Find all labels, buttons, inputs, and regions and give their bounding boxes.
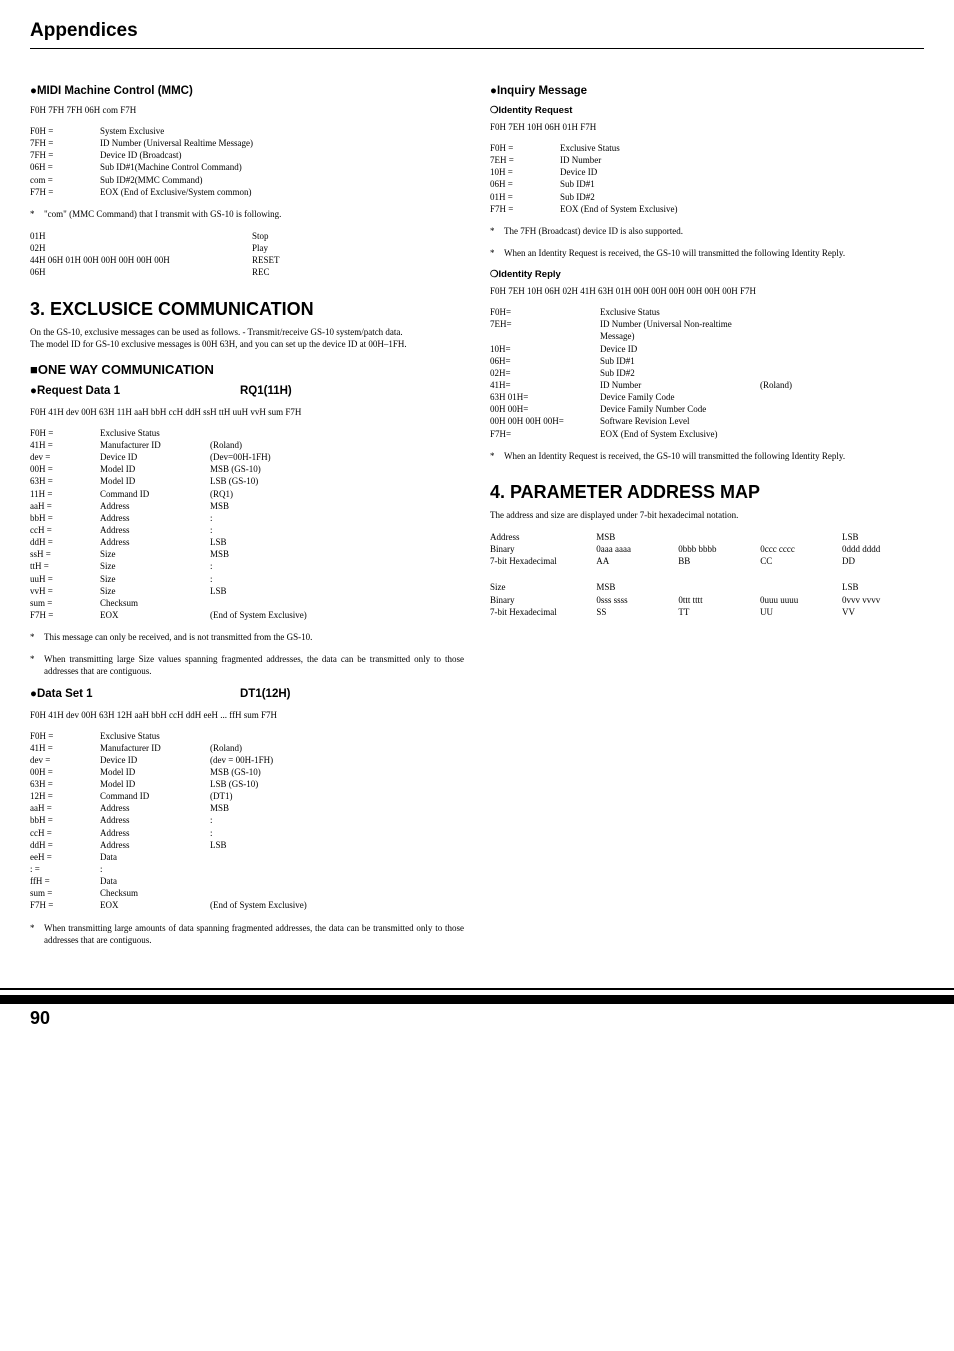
left-column: ●MIDI Machine Control (MMC) F0H 7FH 7FH … — [30, 85, 464, 956]
section4-para: The address and size are displayed under… — [490, 509, 924, 521]
asterisk-icon: * — [490, 247, 504, 259]
inq-note2: * When an Identity Request is received, … — [490, 450, 924, 462]
asterisk-icon: * — [30, 208, 44, 220]
inq-note2-text: When an Identity Request is received, th… — [504, 450, 924, 462]
footer-rule-thin — [0, 988, 954, 990]
ds1-note: * When transmitting large amounts of dat… — [30, 922, 464, 946]
req1-note2: * When transmitting large Size values sp… — [30, 653, 464, 677]
req1-table: F0H =Exclusive Status41H =Manufacturer I… — [30, 427, 313, 621]
title-rule — [30, 48, 924, 49]
req1-note1: * This message can only be received, and… — [30, 631, 464, 643]
ds1-code: DT1(12H) — [240, 688, 290, 700]
footer-rule-thick — [0, 995, 954, 1004]
inq-note1a-text: The 7FH (Broadcast) device ID is also su… — [504, 225, 924, 237]
identity-reply-heading: ❍Identity Reply — [490, 269, 924, 280]
inquiry-heading: ●Inquiry Message — [490, 85, 924, 97]
mmc-note: * "com" (MMC Command) that I transmit wi… — [30, 208, 464, 220]
ds1-table: F0H =Exclusive Status41H =Manufacturer I… — [30, 730, 313, 912]
mmc-note-text: "com" (MMC Command) that I transmit with… — [44, 208, 464, 220]
mmc-table: F0H =System Exclusive7FH =ID Number (Uni… — [30, 125, 259, 198]
identity-reply-table: F0H=Exclusive Status7EH=ID Number (Unive… — [490, 306, 798, 440]
inq-note1b-text: When an Identity Request is received, th… — [504, 247, 924, 259]
columns: ●MIDI Machine Control (MMC) F0H 7FH 7FH … — [30, 85, 924, 956]
page-number: 90 — [30, 1008, 50, 1029]
section3-para: On the GS-10, exclusive messages can be … — [30, 326, 464, 350]
req1-note2-text: When transmitting large Size values span… — [44, 653, 464, 677]
req1-note1-text: This message can only be received, and i… — [44, 631, 464, 643]
asterisk-icon: * — [30, 922, 44, 946]
identity-request-heading: ❍Identity Request — [490, 105, 924, 116]
req1-code: RQ1(11H) — [240, 385, 292, 397]
section4-heading: 4. PARAMETER ADDRESS MAP — [490, 482, 924, 503]
inq-note1a: * The 7FH (Broadcast) device ID is also … — [490, 225, 924, 237]
req1-label: ●Request Data 1 — [30, 385, 240, 397]
request-data-1-heading: ●Request Data 1 RQ1(11H) — [30, 385, 464, 397]
asterisk-icon: * — [490, 225, 504, 237]
asterisk-icon: * — [490, 450, 504, 462]
identity-reply-hex: F0H 7EH 10H 06H 02H 41H 63H 01H 00H 00H … — [490, 286, 924, 296]
req1-hex: F0H 41H dev 00H 63H 11H aaH bbH ccH ddH … — [30, 407, 464, 417]
mmc-cmd-table: 01HStop02HPlay44H 06H 01H 00H 00H 00H 00… — [30, 230, 286, 279]
data-set-1-heading: ●Data Set 1 DT1(12H) — [30, 688, 464, 700]
mmc-hexline: F0H 7FH 7FH 06H com F7H — [30, 105, 464, 115]
section3-heading: 3. EXCLUSICE COMMUNICATION — [30, 299, 464, 320]
mmc-heading: ●MIDI Machine Control (MMC) — [30, 85, 464, 97]
ds1-note-text: When transmitting large amounts of data … — [44, 922, 464, 946]
right-column: ●Inquiry Message ❍Identity Request F0H 7… — [490, 85, 924, 956]
asterisk-icon: * — [30, 653, 44, 677]
ds1-label: ●Data Set 1 — [30, 688, 240, 700]
inq-note1b: * When an Identity Request is received, … — [490, 247, 924, 259]
size-hex-table: SizeMSBLSBBinary0sss ssss0ttt tttt0uuu u… — [490, 581, 924, 617]
asterisk-icon: * — [30, 631, 44, 643]
ds1-hex: F0H 41H dev 00H 63H 12H aaH bbH ccH ddH … — [30, 710, 464, 720]
page-title: Appendices — [30, 20, 924, 42]
address-hex-table: AddressMSBLSBBinary0aaa aaaa0bbb bbbb0cc… — [490, 531, 924, 567]
oneway-heading: ■ONE WAY COMMUNICATION — [30, 362, 464, 377]
page-footer: 90 — [0, 988, 954, 1036]
identity-request-table: F0H =Exclusive Status7EH =ID Number10H =… — [490, 142, 683, 215]
identity-request-hex: F0H 7EH 10H 06H 01H F7H — [490, 122, 924, 132]
